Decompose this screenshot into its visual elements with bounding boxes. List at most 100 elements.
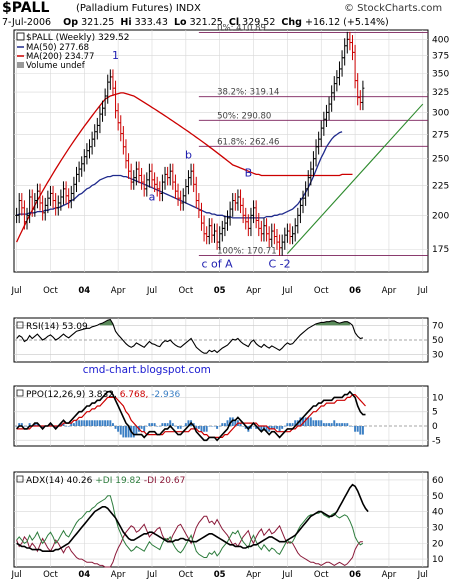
ppo-histogram-bar (270, 426, 273, 429)
x-tick-label-bottom: 05 (214, 570, 226, 580)
ppo-histogram-bar (317, 420, 320, 426)
ppo-histogram-bar (356, 426, 359, 432)
ppo-histogram-bar (23, 426, 26, 427)
adx-y-tick-label: 20 (432, 539, 444, 549)
x-tick-label-bottom: Jul (146, 570, 157, 580)
price-y-tick-label: 300 (432, 108, 449, 118)
plus-di-line (16, 495, 364, 558)
hi-value: 333.43 (134, 17, 168, 28)
ppo-histogram-bar (18, 423, 21, 426)
x-tick-label-bottom: Jul (10, 570, 21, 580)
ppo-histogram-bar (104, 420, 107, 426)
cl-value: 329.52 (242, 17, 276, 28)
ppo-histogram-bar (302, 417, 304, 426)
ppo-histogram-bar (171, 423, 174, 426)
ppo-histogram-bar (83, 420, 86, 426)
ppo-histogram-bar (208, 426, 211, 427)
ppo-histogram-bar (179, 426, 182, 429)
price-y-tick-label: 175 (432, 245, 449, 255)
symbol-title: $PALL (2, 0, 50, 16)
legend-swatch-price (16, 32, 25, 41)
ppo-histogram-bar (93, 420, 96, 426)
ppo-histogram-bar (33, 423, 36, 426)
ppo-y-tick-label: 10 (432, 393, 444, 403)
ppo-histogram-bar (65, 426, 68, 427)
wave-label: C -2 (269, 257, 291, 270)
x-tick-label-bottom: Apr (382, 570, 397, 580)
ppo-histogram-bar (49, 423, 52, 426)
x-tick-label: Jul (417, 286, 428, 296)
ppo-title: PPO(12,26,9) 3.832, 6.768, -2.936 (26, 390, 180, 400)
ppo-histogram-bar (265, 426, 268, 432)
ppo-histogram-bar (200, 426, 203, 432)
ppo-histogram-bar (226, 420, 229, 426)
ppo-histogram-bar (111, 423, 114, 426)
ppo-histogram-bar (239, 423, 242, 426)
price-y-tick-label: 250 (432, 155, 449, 165)
wave-label: c of A (202, 257, 234, 270)
ppo-histogram-bar (260, 426, 263, 432)
ppo-histogram-bar (307, 417, 310, 426)
ppo-histogram-bar (278, 426, 281, 432)
x-tick-label-bottom: Apr (246, 570, 261, 580)
ppo-histogram-bar (26, 426, 28, 427)
ppo-histogram-bar (361, 426, 364, 435)
ppo-histogram-bar (354, 426, 357, 432)
ppo-histogram-bar (335, 423, 338, 426)
ppo-y-tick-label: 0 (432, 422, 438, 432)
trendline (286, 103, 424, 255)
ppo-histogram-bar (299, 417, 302, 426)
x-tick-label: Apr (246, 286, 261, 296)
ppo-histogram-bar (338, 423, 341, 426)
x-tick-label-bottom: Oct (314, 570, 329, 580)
ppo-histogram-bar (234, 420, 237, 426)
rsi-overbought-fill (316, 320, 350, 326)
ppo-histogram-bar (145, 426, 148, 427)
ppo-histogram-bar (148, 423, 151, 426)
wave-label: B (245, 167, 253, 180)
x-tick-label: Oct (43, 286, 58, 296)
wave-label: 1 (112, 49, 119, 62)
ppo-histogram-bar (88, 420, 91, 426)
ppo-histogram-bar (177, 426, 180, 429)
ppo-histogram-bar (122, 426, 125, 438)
x-tick-label: 06 (349, 286, 361, 296)
chg-label: Chg (281, 17, 302, 28)
adx-y-tick-label: 30 (432, 523, 444, 533)
x-tick-label: 04 (78, 286, 90, 296)
plus-di-value: +DI 19.82 (95, 476, 144, 486)
x-tick-label: Oct (314, 286, 329, 296)
adx-y-tick-label: 10 (432, 555, 444, 565)
rsi-y-tick-label: 50 (432, 336, 444, 346)
ppo-histogram-bar (221, 423, 224, 426)
ppo-histogram-bar (255, 426, 258, 429)
ppo-histogram-bar (153, 423, 156, 426)
adx-title: ADX(14) 40.26 +DI 19.82 -DI 20.67 (26, 476, 185, 486)
ppo-histogram-bar (119, 426, 122, 435)
ppo-histogram-bar (304, 417, 307, 426)
legend-swatch-volume (17, 62, 24, 68)
op-label: Op (63, 17, 79, 28)
adx-legend-swatch (16, 475, 24, 483)
adx-value: 40.26 (67, 476, 96, 486)
rsi-overbought-fill (99, 319, 113, 326)
ppo-histogram-bar (28, 423, 31, 426)
ppo-histogram-bar (174, 426, 177, 427)
ppo-histogram-bar (252, 426, 255, 427)
adx-panel-frame (13, 471, 429, 568)
ppo-histogram-bar (70, 423, 73, 426)
x-tick-label: Apr (382, 286, 397, 296)
ppo-histogram-bar (135, 426, 138, 435)
ppo-histogram-bar (213, 426, 216, 427)
exchange-label: INDX (175, 3, 201, 14)
x-tick-label: 05 (214, 286, 226, 296)
stockcharts-brand: © StockCharts.com (344, 3, 443, 14)
lo-value: 321.25 (189, 17, 223, 28)
ppo-histogram-bar (164, 423, 166, 426)
price-y-tick-label: 325 (432, 88, 449, 98)
ppo-histogram-bar (325, 423, 328, 426)
ppo-histogram-bar (169, 420, 172, 426)
ppo-panel-frame (13, 385, 429, 447)
adx-y-tick-label: 60 (432, 476, 444, 486)
fib-label: 38.2%: 319.14 (217, 88, 279, 98)
